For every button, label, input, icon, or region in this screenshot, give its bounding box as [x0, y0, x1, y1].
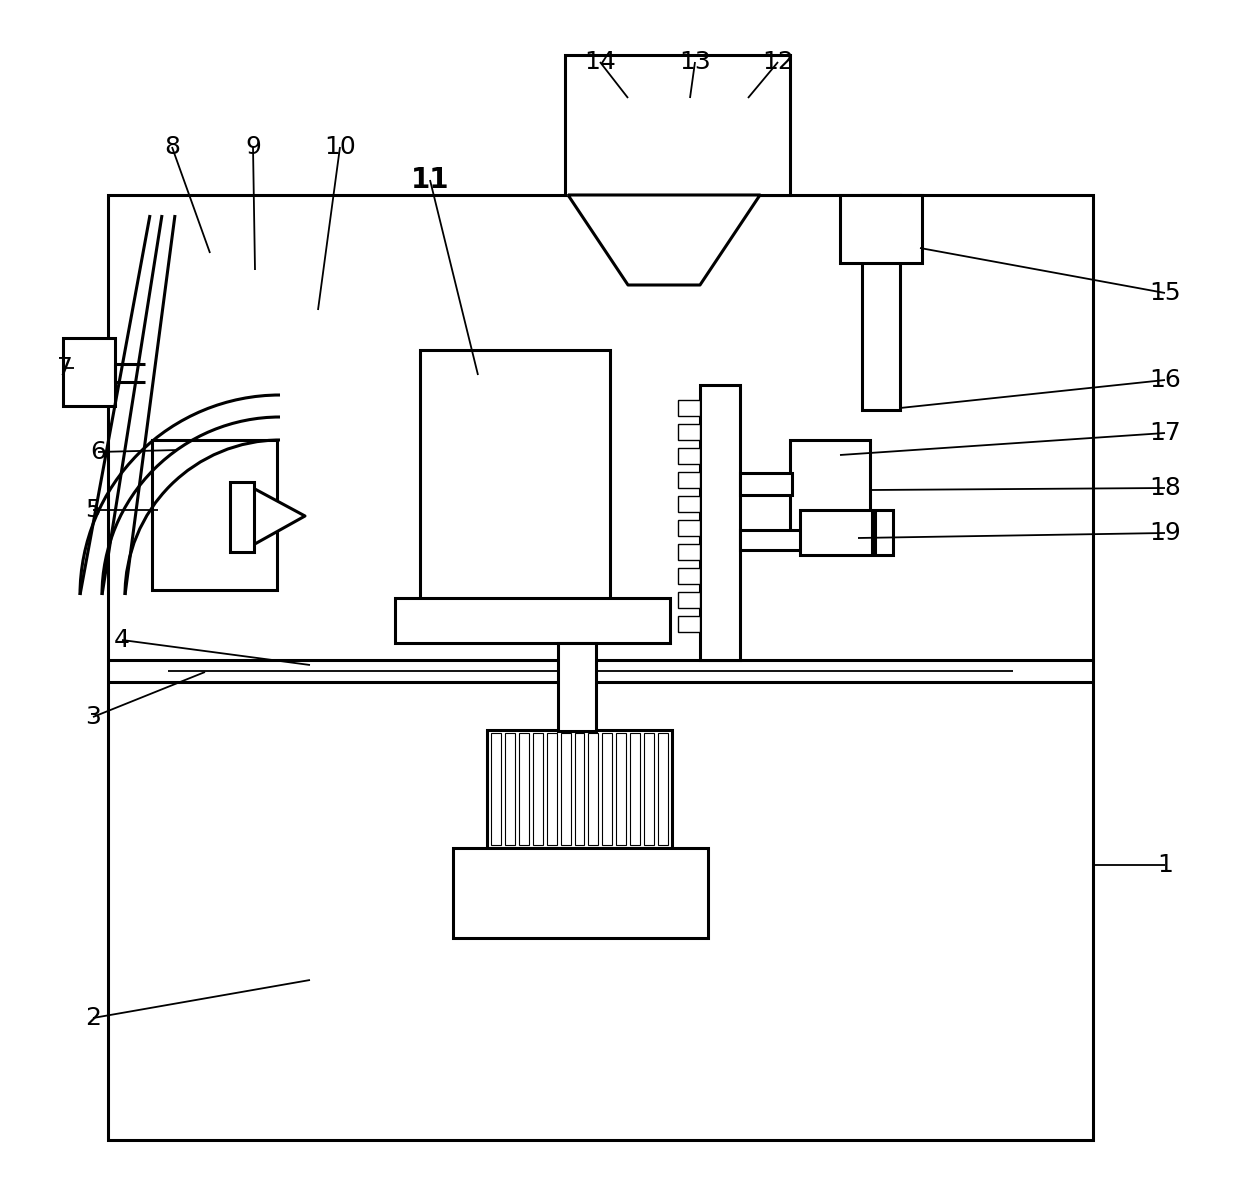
Text: 12: 12 — [763, 50, 794, 75]
Bar — [701, 384, 740, 660]
Text: 2: 2 — [86, 1006, 100, 1030]
Text: 4: 4 — [114, 628, 130, 652]
Bar — [420, 350, 610, 600]
Bar — [63, 338, 115, 406]
Text: 14: 14 — [584, 50, 616, 75]
Bar — [875, 510, 893, 555]
Bar — [800, 510, 872, 555]
Bar — [678, 400, 701, 416]
Bar — [630, 733, 640, 845]
Bar — [678, 472, 701, 489]
Bar — [644, 733, 653, 845]
Bar — [153, 440, 277, 590]
Bar — [678, 521, 701, 536]
Polygon shape — [568, 195, 760, 285]
Bar — [547, 733, 557, 845]
Text: 9: 9 — [246, 135, 260, 159]
Bar — [616, 733, 626, 845]
Bar — [533, 733, 543, 845]
Bar — [678, 496, 701, 512]
Bar — [790, 440, 870, 539]
Bar — [862, 195, 900, 411]
Text: 6: 6 — [91, 440, 105, 464]
Bar — [560, 733, 570, 845]
Text: 17: 17 — [1149, 421, 1180, 445]
Bar — [658, 733, 668, 845]
Text: 5: 5 — [86, 498, 100, 522]
Text: 18: 18 — [1149, 476, 1180, 500]
Bar — [589, 733, 599, 845]
Bar — [574, 733, 584, 845]
Text: 7: 7 — [57, 356, 73, 380]
Bar — [740, 530, 872, 550]
Bar — [487, 730, 672, 848]
Bar — [603, 733, 613, 845]
Text: 19: 19 — [1149, 521, 1180, 545]
Bar — [396, 597, 670, 644]
Bar — [678, 592, 701, 608]
Bar — [558, 644, 596, 731]
Bar — [491, 733, 501, 845]
Text: 10: 10 — [324, 135, 356, 159]
Bar — [108, 195, 1092, 1140]
Text: 1: 1 — [1157, 853, 1173, 877]
Bar — [505, 733, 515, 845]
Bar — [678, 424, 701, 440]
Bar — [229, 481, 254, 552]
Bar — [678, 544, 701, 560]
Bar — [453, 848, 708, 938]
Polygon shape — [253, 489, 305, 545]
Bar — [678, 448, 701, 464]
Bar — [678, 568, 701, 584]
Bar — [565, 54, 790, 195]
Text: 15: 15 — [1149, 282, 1180, 305]
Text: 13: 13 — [680, 50, 711, 75]
Text: 8: 8 — [164, 135, 180, 159]
Bar — [518, 733, 528, 845]
Text: 3: 3 — [86, 705, 100, 729]
Bar — [740, 473, 792, 494]
Text: 11: 11 — [410, 166, 449, 194]
Bar — [839, 195, 923, 263]
Text: 16: 16 — [1149, 368, 1180, 392]
Bar — [678, 616, 701, 632]
